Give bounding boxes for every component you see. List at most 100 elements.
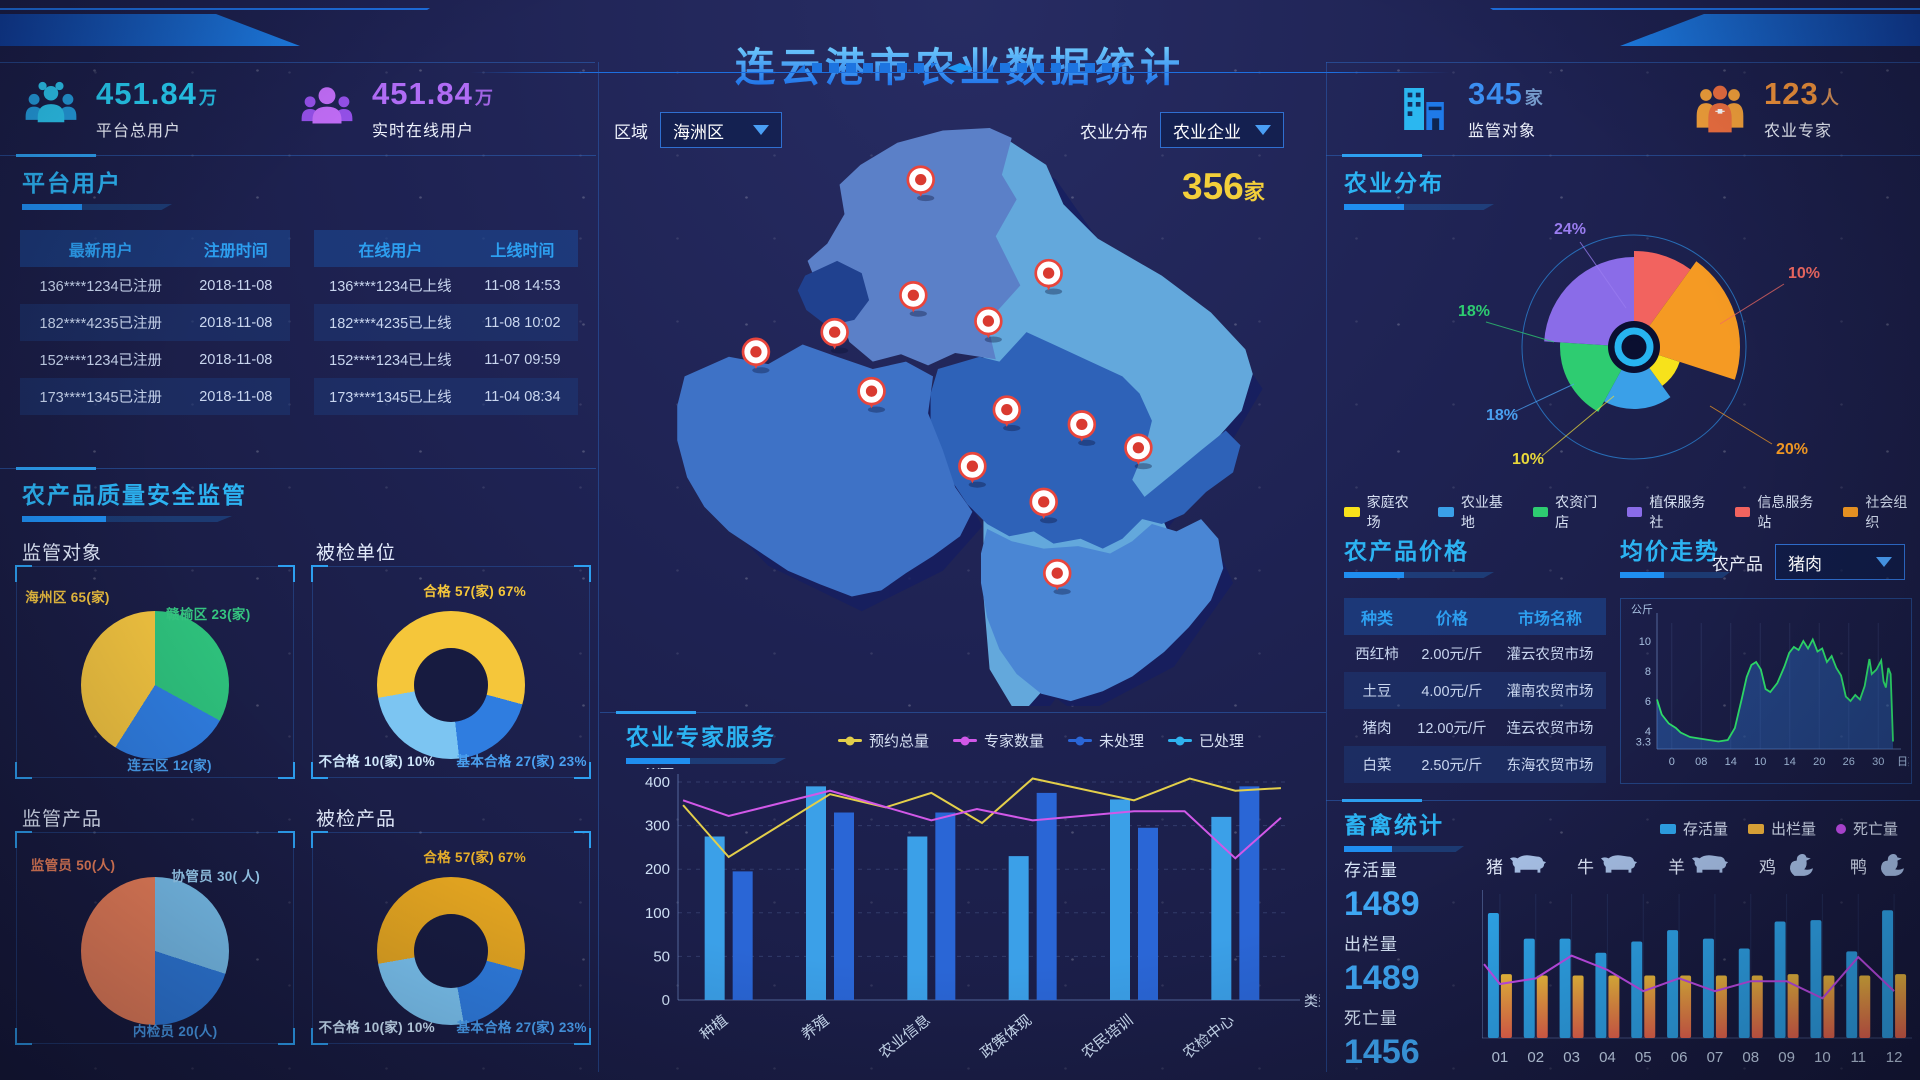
bar-survive [1523,938,1535,1038]
title-underline [1620,572,1730,578]
rose-pct-label: 18% [1458,303,1490,320]
column-header: 注册时间 [181,230,290,267]
pie-supervise-target[interactable] [81,611,229,759]
legend-item-家庭农场[interactable]: 家庭农场 [1344,492,1421,532]
rose-slice-社会组织[interactable] [1634,261,1740,380]
donut-hole [414,914,488,988]
map-pin[interactable] [974,306,1003,343]
divider [0,154,596,157]
legend-item-已处理[interactable]: 已处理 [1168,730,1244,751]
map-pin[interactable] [1067,410,1097,446]
legend-item-预约总量[interactable]: 预约总量 [838,730,929,751]
svg-text:类型: 类型 [1304,993,1320,1009]
animal-tab-猪[interactable]: 猪 [1486,852,1547,878]
online-table: 在线用户 上线时间 136****1234已上线 11-08 14:53 182****… [314,230,578,415]
pie-inspected-product[interactable] [377,877,525,1025]
animal-tab-鸡[interactable]: 鸡 [1759,852,1820,878]
map-pin[interactable] [899,280,928,317]
map-district-west[interactable] [677,344,973,597]
legend-swatch [1438,507,1454,517]
map-pin[interactable] [1124,433,1153,470]
animal-tab-羊[interactable]: 羊 [1668,852,1729,878]
bar-已处理 [1211,816,1232,1000]
legend-swatch [1734,507,1751,517]
legend-marker [1068,736,1093,745]
map-pin[interactable] [958,451,987,488]
region-select[interactable]: 海洲区 [660,112,782,148]
pie-label: 连云区 12(家) [127,757,212,773]
legend-label: 家庭农场 [1366,494,1409,530]
stat-online-users: 451.84 万 实时在线用户 [298,76,493,141]
animal-name: 羊 [1668,857,1685,877]
title-underline [1344,204,1494,210]
legend-item-未处理[interactable]: 未处理 [1068,730,1144,751]
bar-survive [1631,941,1643,1038]
livestock-legend: 存活量 出栏量 死亡量 [1660,818,1898,839]
rose-pct-label: 24% [1554,221,1586,238]
distribution-select[interactable]: 农业企业 [1160,112,1284,148]
table-row: 白菜 2.50元/斤 东海农贸市场 [1344,746,1606,783]
legend-item-出栏量[interactable]: 出栏量 [1748,818,1816,839]
legend-item-农资门店[interactable]: 农资门店 [1532,492,1610,532]
rose-slice-植保服务社[interactable] [1544,257,1634,347]
map-pin[interactable] [741,337,771,374]
legend-swatch [1748,823,1765,834]
x-category-label: 农检中心 [1180,1012,1238,1062]
svg-text:0: 0 [1669,756,1675,768]
legend-swatch [1836,823,1847,834]
table-header-row: 种类 价格 市场名称 [1344,598,1606,635]
map-pin[interactable] [1042,558,1072,595]
map-pin[interactable] [906,165,935,202]
map-pin[interactable] [857,376,886,413]
city-map [677,128,1263,706]
livestock-stat-out: 出栏量 1489 [1344,935,1420,997]
pie-label: 监管员 50(人) [30,858,116,873]
section-title-expert-service: 农业专家服务 [626,726,786,764]
region-label: 区域 [614,122,648,142]
bar-out [1787,974,1799,1038]
column-header: 种类 [1344,598,1410,635]
legend-item-存活量[interactable]: 存活量 [1660,818,1728,839]
legend-item-信息服务站[interactable]: 信息服务站 [1734,492,1826,532]
rose-slice-信息服务站[interactable] [1634,251,1691,347]
map-pin[interactable] [1029,487,1058,524]
bar-out [1644,975,1656,1038]
table-cell: 11-08 10:02 [484,314,561,331]
legend-item-专家数量[interactable]: 专家数量 [953,730,1044,751]
animal-name: 鸭 [1850,857,1867,877]
table-header-row: 最新用户 注册时间 [20,230,290,267]
rose-slice-农业基地[interactable] [1604,347,1671,409]
legend-item-植保服务社[interactable]: 植保服务社 [1626,492,1718,532]
legend-swatch [1532,507,1549,517]
pie-supervise-product[interactable] [81,877,229,1025]
animal-tab-牛[interactable]: 牛 [1577,852,1638,878]
product-label: 农产品 [1712,554,1763,574]
map-pin[interactable] [992,395,1022,432]
bar-未处理 [732,871,753,1000]
svg-text:3.3: 3.3 [1636,737,1651,749]
divider [1326,154,1920,157]
poultry-icon [1880,853,1904,876]
map-district-south[interactable] [980,519,1224,702]
legend-item-社会组织[interactable]: 社会组织 [1842,492,1920,532]
poultry-icon [1789,853,1813,876]
svg-text:0: 0 [662,992,670,1009]
legend-item-农业基地[interactable]: 农业基地 [1438,492,1515,532]
section-title-trend: 均价走势 [1620,540,1730,578]
map-pin[interactable] [820,317,849,354]
table-row: 猪肉 12.00元/斤 连云农贸市场 [1344,709,1606,746]
pie-inspected-units[interactable] [377,611,525,759]
rose-pct-label: 10% [1788,265,1820,282]
column-header: 最新用户 [20,230,182,267]
legend-label: 信息服务站 [1757,494,1814,530]
enterprise-count: 356家 [1182,166,1265,207]
table-cell: 2.50元/斤 [1421,758,1483,774]
map-district-center[interactable] [930,332,1241,549]
map-district-lake[interactable] [797,260,870,326]
product-select[interactable]: 猪肉 [1775,544,1905,580]
animal-name: 鸡 [1759,857,1776,877]
divider [0,467,596,470]
map-pin[interactable] [1034,258,1063,295]
animal-tab-鸭[interactable]: 鸭 [1850,852,1911,878]
legend-item-死亡量[interactable]: 死亡量 [1836,818,1898,839]
